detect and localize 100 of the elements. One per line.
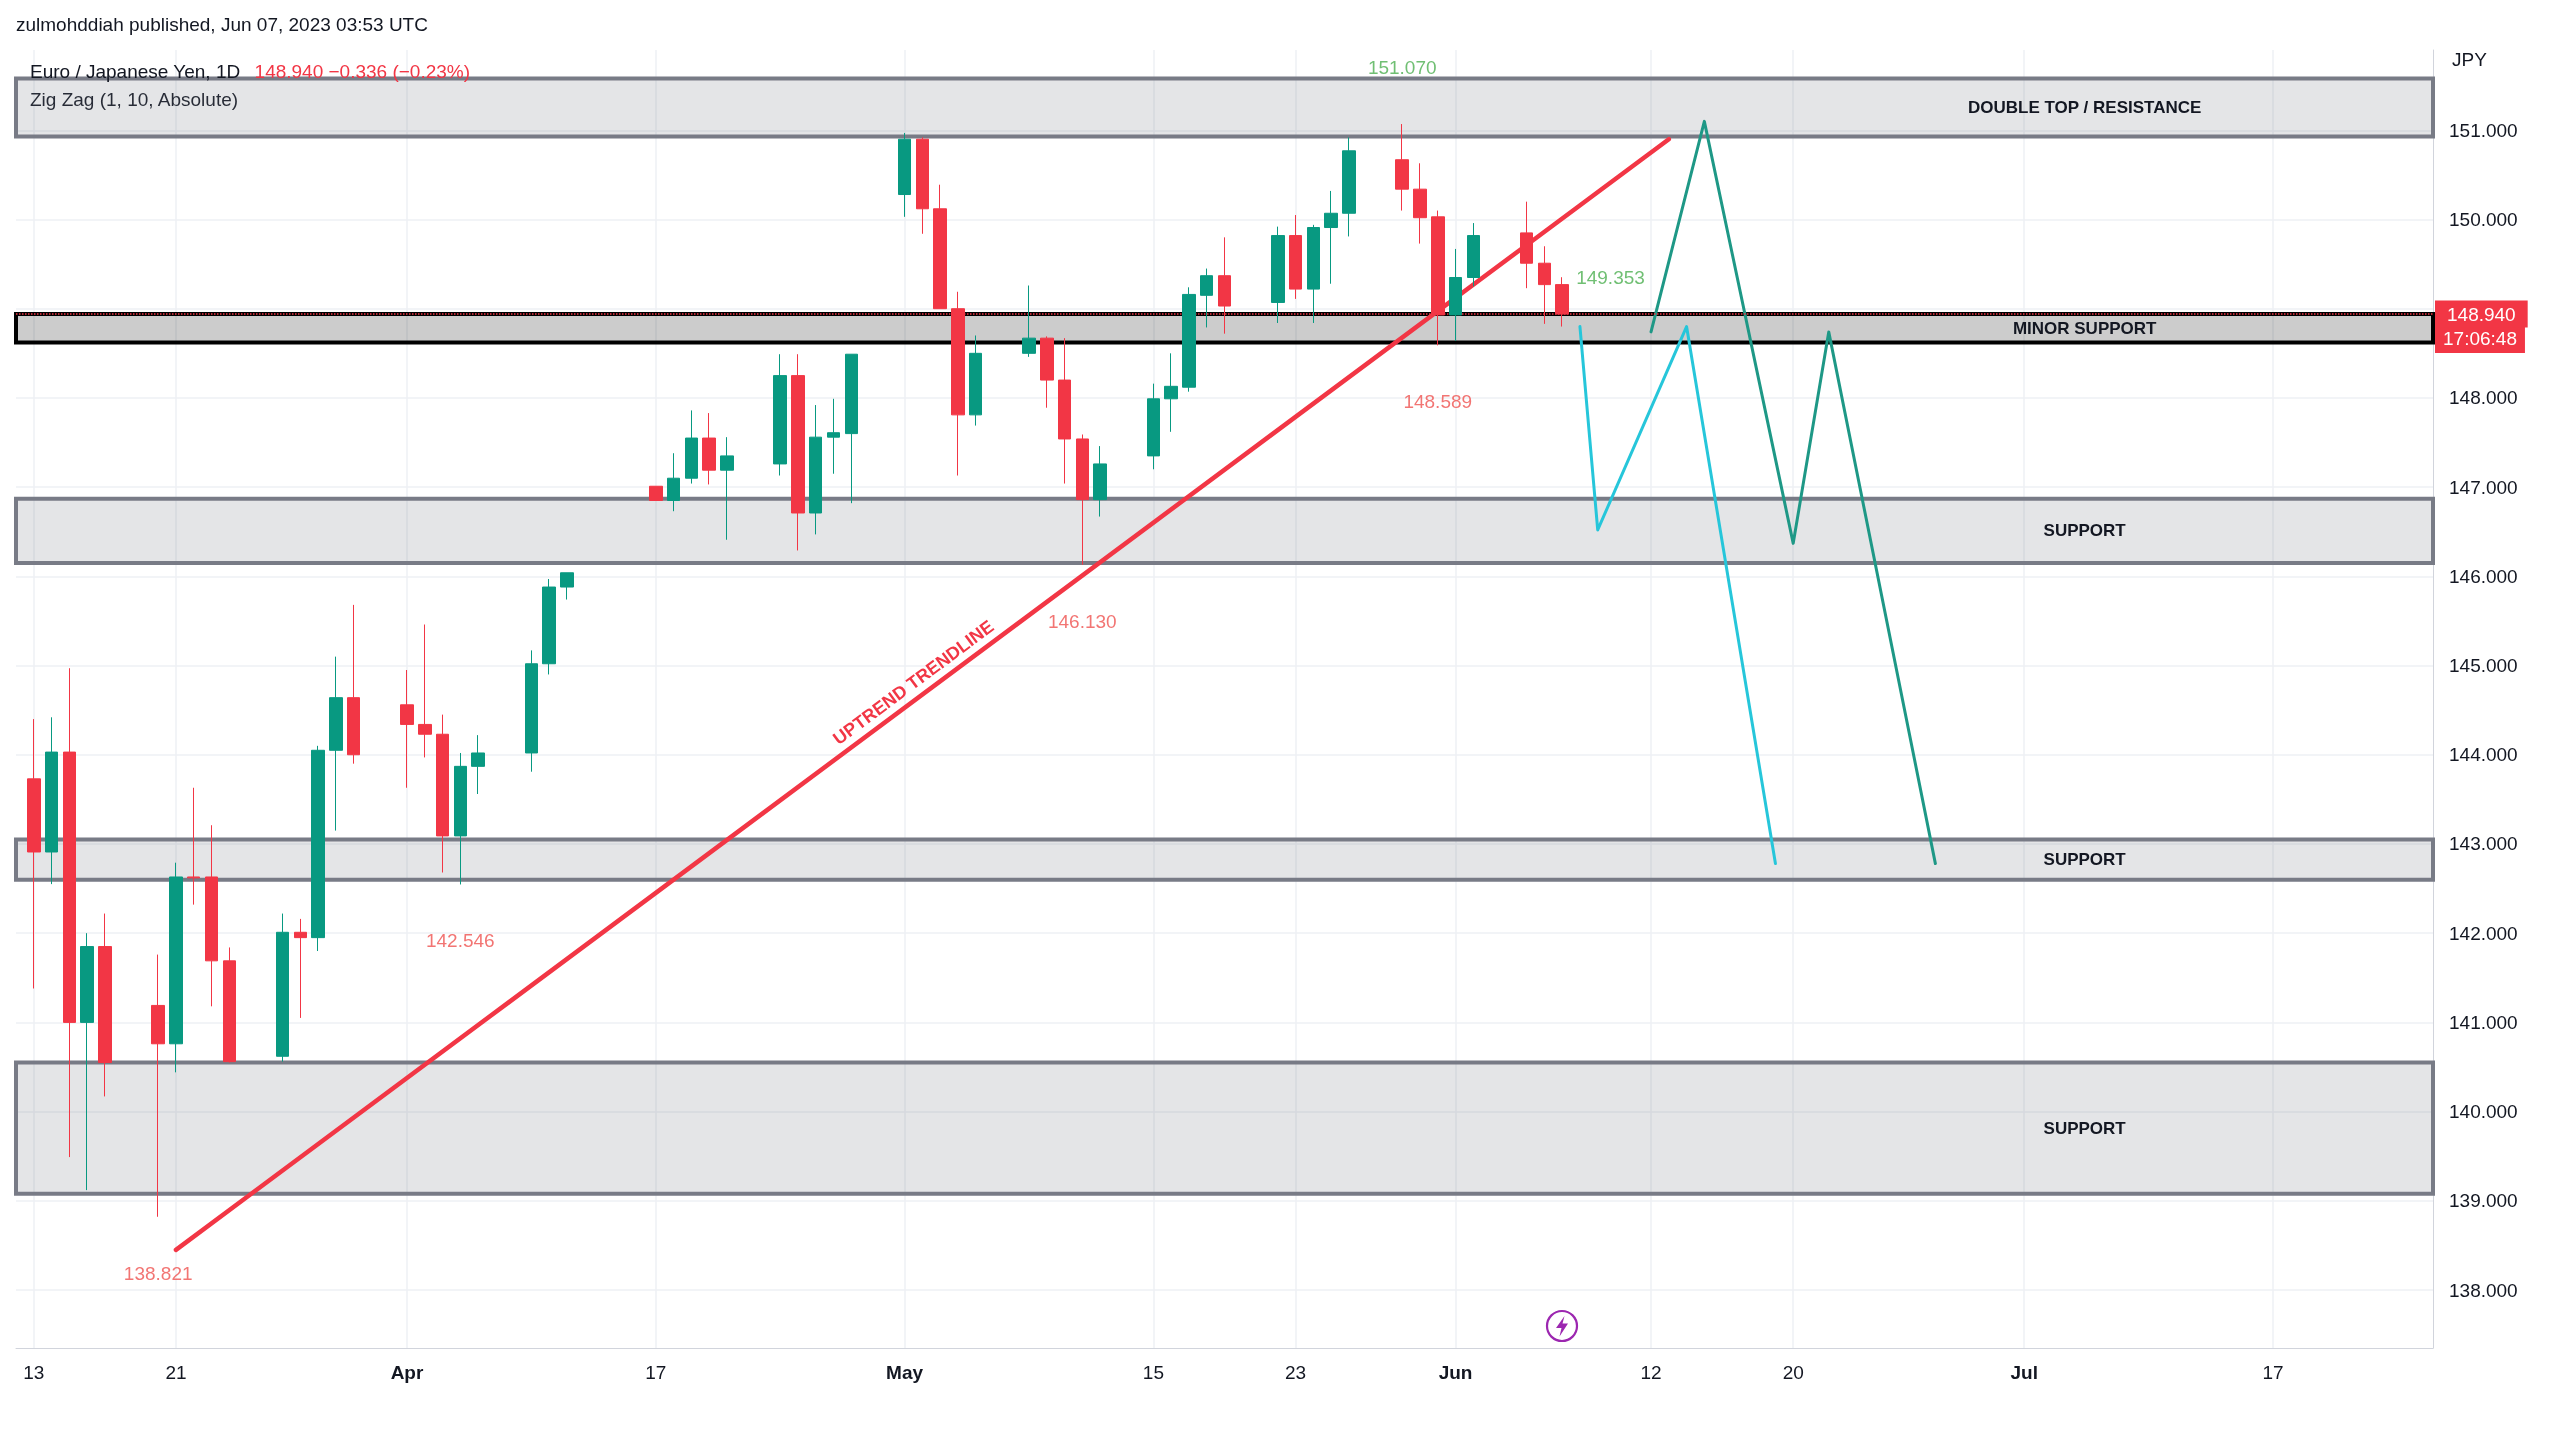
- x-tick-label: 20: [1782, 1362, 1804, 1383]
- candlestick: [223, 946, 236, 1064]
- candlestick: [1093, 445, 1107, 518]
- y-tick-label: 142.000: [2449, 922, 2518, 944]
- band-label: MINOR SUPPORT: [2012, 318, 2158, 338]
- x-tick-label: May: [886, 1362, 924, 1383]
- y-tick-label: 144.000: [2449, 744, 2518, 766]
- y-tick-label: 143.000: [2449, 833, 2518, 855]
- candlestick: [347, 604, 360, 765]
- candlestick: [916, 136, 929, 235]
- candlestick: [471, 734, 485, 795]
- x-tick-label: Jun: [1438, 1362, 1473, 1383]
- candlestick: [845, 353, 858, 504]
- ref-line-label: 148.940: [2447, 303, 2516, 325]
- y-tick-label: 148.000: [2449, 387, 2518, 409]
- candlestick: [1040, 335, 1054, 409]
- candlestick: [649, 485, 663, 502]
- candlestick: [1467, 222, 1480, 287]
- candlestick: [542, 578, 556, 675]
- candlestick: [720, 436, 734, 541]
- y-tick-label: 147.000: [2449, 476, 2518, 498]
- annotation: 149.353: [1576, 266, 1645, 288]
- band-label: SUPPORT: [2043, 521, 2127, 541]
- x-tick-label: 21: [165, 1362, 187, 1383]
- candlestick: [898, 132, 911, 218]
- y-tick-label: 146.000: [2449, 565, 2518, 587]
- x-tick-label: 17: [645, 1362, 667, 1383]
- x-tick-label: 13: [23, 1362, 45, 1383]
- candlestick: [63, 667, 76, 1158]
- candlestick: [454, 752, 467, 885]
- line-series: [1649, 119, 1937, 866]
- annotation: Zig Zag (1, 10, Absolute): [30, 89, 239, 110]
- candlestick: [311, 745, 325, 952]
- candlestick: [1164, 352, 1178, 433]
- candlestick: [1182, 286, 1196, 393]
- y-tick-label: 145.000: [2449, 655, 2518, 677]
- x-tick-label: Jul: [2010, 1362, 2038, 1383]
- candlestick: [1147, 383, 1160, 470]
- candlestick: [98, 913, 112, 1097]
- text: 148.940 −0.336 (−0.23%): [254, 61, 471, 82]
- candlestick: [45, 716, 58, 885]
- candlestick: [1200, 268, 1213, 328]
- candlestick: [205, 824, 218, 1007]
- text: 17:06:48: [2443, 328, 2517, 350]
- annotation: 138.821: [123, 1262, 193, 1284]
- x-tick-label: 15: [1142, 1362, 1164, 1383]
- x-tick-label: 17: [2262, 1362, 2284, 1383]
- text: zulmohddiah published, Jun 07, 2023 03:53 UTC: [16, 14, 428, 35]
- annotation: 142.546: [425, 930, 495, 952]
- candlestick: [1022, 285, 1036, 358]
- candlestick: [560, 572, 574, 601]
- y-tick-label: 151.000: [2449, 119, 2518, 141]
- y-tick-label: 139.000: [2449, 1190, 2518, 1212]
- y-axis-title: JPY: [2452, 49, 2488, 70]
- candlestick: [933, 184, 947, 310]
- candlestick: [1289, 214, 1302, 300]
- annotation: 148.589: [1403, 391, 1473, 413]
- candlestick: [169, 862, 183, 1073]
- band-label: DOUBLE TOP / RESISTANCE: [1968, 98, 2202, 118]
- candlestick: [1271, 226, 1285, 324]
- x-tick-label: Apr: [390, 1362, 424, 1383]
- x-tick-label: 12: [1640, 1362, 1662, 1383]
- candlestick: [702, 412, 716, 485]
- candlestick: [1307, 224, 1320, 324]
- y-tick-label: 150.000: [2449, 209, 2518, 230]
- candlestick: [1324, 190, 1338, 285]
- candlestick: [400, 669, 414, 789]
- candlestick: [418, 624, 432, 758]
- candlestick: [80, 932, 94, 1191]
- candlestick: [151, 954, 165, 1218]
- y-tick-label: 138.000: [2449, 1279, 2518, 1301]
- candlestick: [525, 649, 538, 773]
- candlestick: [667, 452, 680, 512]
- candlestick: [827, 398, 840, 475]
- candlestick: [773, 353, 787, 477]
- candlestick: [1395, 123, 1409, 212]
- candlestick: [294, 918, 307, 1019]
- candlestick: [1342, 136, 1356, 237]
- candlestick: [1449, 248, 1462, 342]
- y-tick-label: 140.000: [2449, 1101, 2518, 1123]
- band-label: SUPPORT: [2043, 850, 2127, 870]
- candlestick: [809, 404, 822, 535]
- text: Euro / Japanese Yen, 1D: [30, 61, 241, 82]
- annotation: 146.130: [1047, 610, 1117, 632]
- candlestick: [791, 353, 805, 551]
- candlestick: [436, 714, 449, 874]
- candlestick: [276, 913, 289, 1063]
- y-tick-label: 141.000: [2449, 1011, 2518, 1033]
- candlestick: [1076, 433, 1089, 566]
- candlestick: [329, 656, 343, 832]
- candlestick: [1413, 162, 1427, 245]
- candlestick: [1520, 201, 1533, 289]
- annotation: 151.070: [1367, 57, 1437, 79]
- candlestick: [685, 409, 698, 485]
- candlestick: [1058, 337, 1071, 485]
- band-label: SUPPORT: [2043, 1118, 2127, 1138]
- candlestick: [27, 718, 41, 989]
- candlestick: [187, 787, 200, 906]
- candlestick: [969, 334, 982, 427]
- x-tick-label: 23: [1285, 1362, 1307, 1383]
